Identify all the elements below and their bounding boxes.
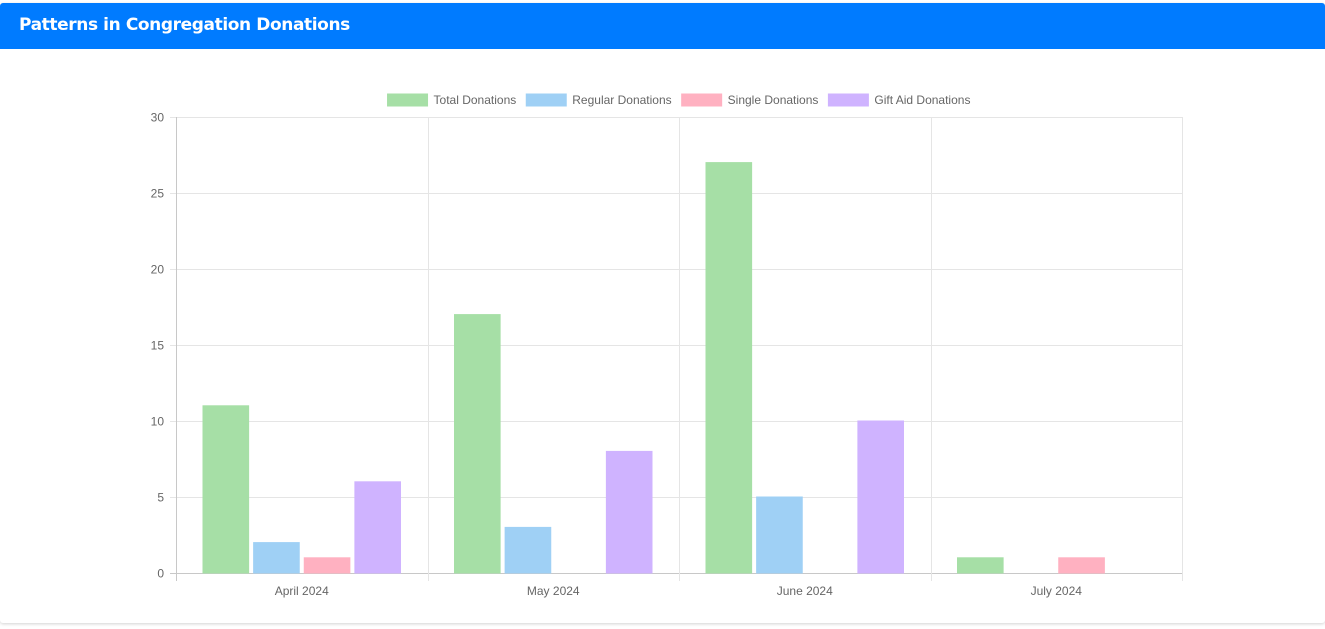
legend-swatch[interactable] [387,93,429,107]
x-tick-label: May 2024 [527,584,580,598]
bar-gift-aid-donations[interactable] [857,420,904,574]
y-tick-label: 25 [151,187,165,201]
legend-swatch[interactable] [827,93,869,107]
bar-total-donations[interactable] [454,314,501,574]
x-tick-label: July 2024 [1031,584,1083,598]
x-tick-label: June 2024 [777,584,833,598]
chart-title: Patterns in Congregation Donations [19,15,350,35]
bar-regular-donations[interactable] [756,496,803,574]
y-tick-label: 20 [151,263,165,277]
y-tick-label: 5 [157,491,164,505]
legend-label[interactable]: Total Donations [434,93,517,107]
y-tick-label: 15 [151,339,165,353]
bar-total-donations[interactable] [957,557,1004,574]
y-tick-label: 10 [151,415,165,429]
bar-single-donations[interactable] [303,557,351,574]
bar-total-donations[interactable] [202,405,250,574]
legend-label[interactable]: Regular Donations [572,93,671,107]
bar-total-donations[interactable] [705,162,753,574]
bar-regular-donations[interactable] [504,526,552,574]
y-tick-label: 30 [151,111,165,125]
legend-swatch[interactable] [525,93,567,107]
legend-label[interactable]: Gift Aid Donations [874,93,970,107]
legend-label[interactable]: Single Donations [728,93,819,107]
legend-swatch[interactable] [681,93,723,107]
bar-gift-aid-donations[interactable] [605,450,653,574]
card-header: Patterns in Congregation Donations [0,3,1325,49]
bar-single-donations[interactable] [1058,557,1105,574]
bar-gift-aid-donations[interactable] [354,481,401,574]
bar-regular-donations[interactable] [253,542,300,574]
x-tick-label: April 2024 [275,584,329,598]
y-tick-label: 0 [157,567,164,581]
